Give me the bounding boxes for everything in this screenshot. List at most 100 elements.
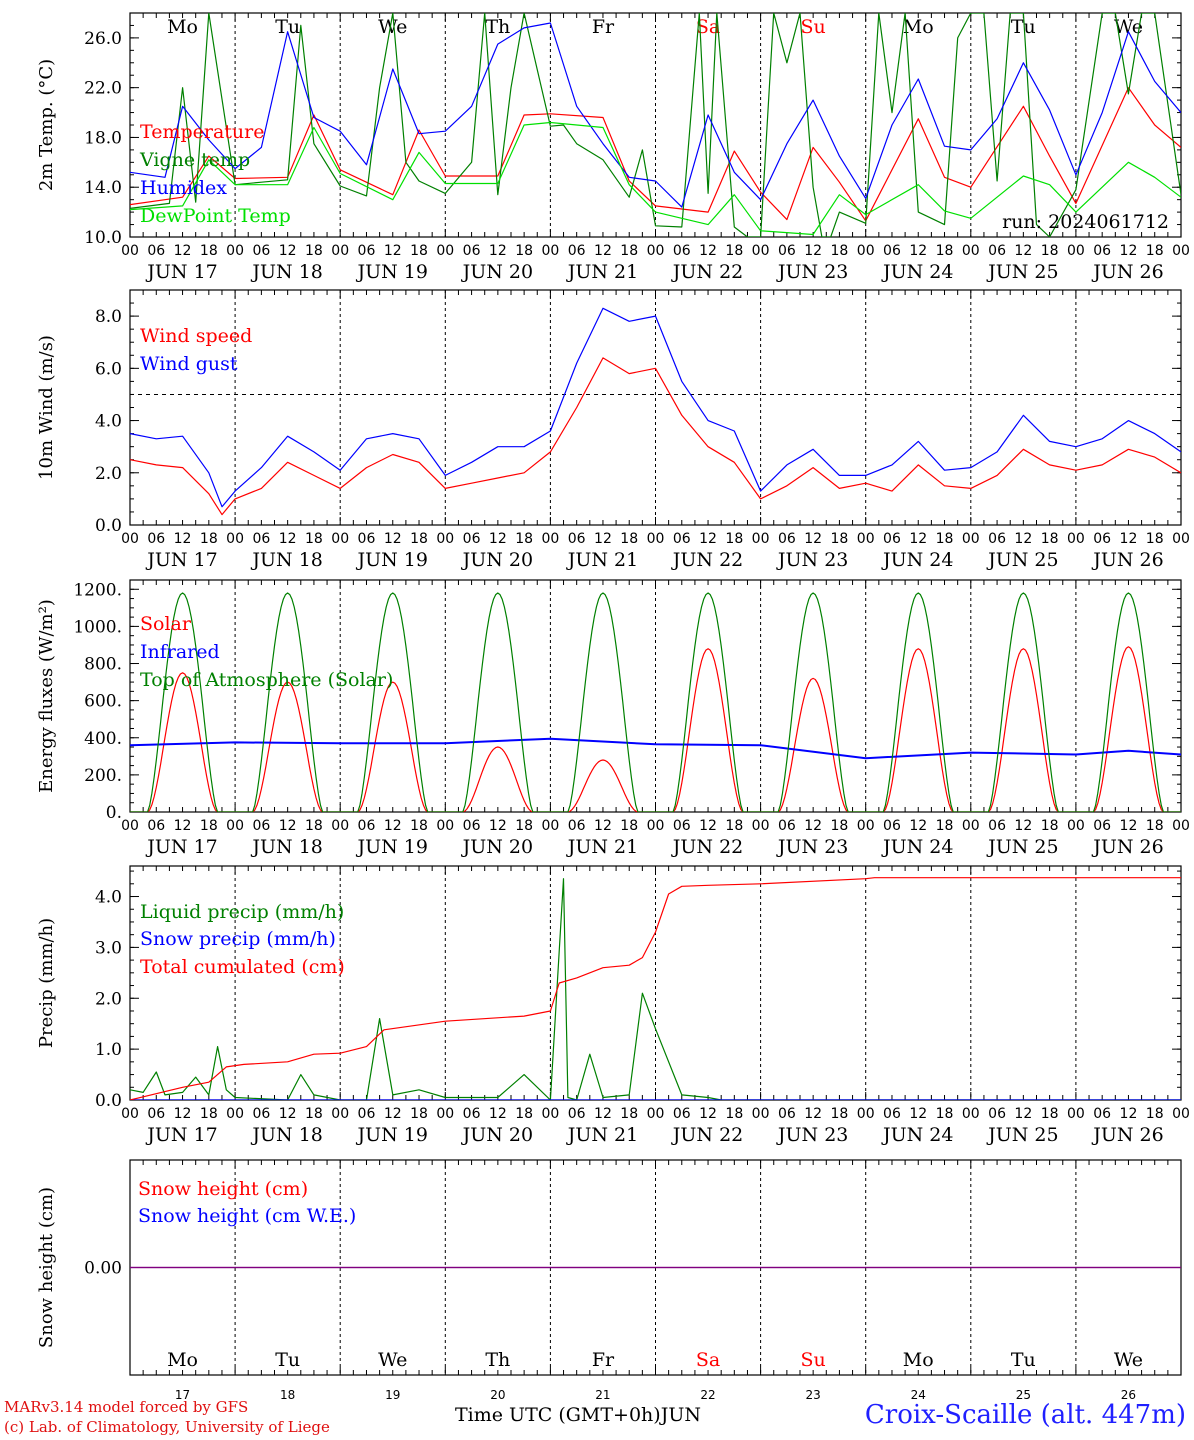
hour-label: 12 (909, 818, 927, 834)
day-of-week-label: Mo (167, 16, 198, 38)
hour-label: 00 (752, 243, 770, 259)
hour-label: 06 (1093, 818, 1111, 834)
y-tick-label: 1.0 (95, 1040, 122, 1060)
panel-5: 0.00 Snow height (cm) Mo Tu We Th Fr Sa Su Mo Tu We… (36, 1159, 1182, 1402)
hour-label: 00 (857, 243, 875, 259)
hour-label: 12 (489, 243, 507, 259)
hour-label: 00 (857, 1106, 875, 1122)
y-tick-label: 0. (106, 803, 122, 823)
hour-label: 06 (252, 1106, 270, 1122)
hour-label: 12 (279, 818, 297, 834)
legend-entry: Snow height (cm) (138, 1178, 308, 1200)
date-label: JUN 19 (356, 549, 428, 571)
hour-label: 00 (331, 1106, 349, 1122)
panel-1: 10.0 14.0 18.0 22.0 26.0 2m Temp. (°C) Mo Tu We T… (36, 12, 1190, 283)
date-label: JUN 20 (461, 1124, 533, 1146)
hour-label: 06 (252, 531, 270, 547)
hour-label: 00 (541, 531, 559, 547)
date-label: JUN 19 (356, 836, 428, 858)
hour-label: 18 (620, 531, 638, 547)
y-axis-title: 10m Wind (m/s) (36, 335, 57, 480)
y-tick-label: 1200. (73, 580, 122, 600)
hour-label: 00 (436, 1106, 454, 1122)
hour-label: 18 (936, 243, 954, 259)
hour-label: 18 (1146, 1106, 1164, 1122)
date-label: JUN 22 (671, 836, 743, 858)
date-label: JUN 24 (881, 1124, 953, 1146)
hour-label: 18 (620, 243, 638, 259)
day-of-week-label: Tu (1011, 16, 1036, 38)
date-label: JUN 26 (1091, 836, 1163, 858)
hour-label: 12 (909, 243, 927, 259)
hour-label: 12 (1120, 1106, 1138, 1122)
hour-label: 06 (358, 1106, 376, 1122)
hour-label: 18 (620, 818, 638, 834)
hour-label: 18 (1041, 243, 1059, 259)
hour-label: 18 (305, 1106, 323, 1122)
hour-label: 12 (489, 531, 507, 547)
y-tick-label: 1000. (73, 617, 122, 637)
hour-label: 12 (1014, 531, 1032, 547)
hour-label: 18 (1146, 818, 1164, 834)
hour-label: 12 (909, 531, 927, 547)
day-of-week-label: Sa (696, 16, 720, 38)
y-tick-label: 0.0 (95, 516, 122, 536)
date-label: JUN 25 (986, 261, 1058, 283)
hour-label: 18 (1146, 243, 1164, 259)
y-tick-label: 0.0 (95, 1091, 122, 1111)
hour-label: 00 (436, 531, 454, 547)
hour-label: 00 (331, 531, 349, 547)
date-label: JUN 23 (776, 1124, 848, 1146)
date-label: JUN 21 (566, 836, 638, 858)
hour-label: 12 (174, 818, 192, 834)
day-number-label: 25 (1016, 1388, 1031, 1402)
hour-label: 12 (804, 531, 822, 547)
hour-label: 00 (541, 818, 559, 834)
hour-label: 00 (647, 1106, 665, 1122)
hour-label: 12 (804, 243, 822, 259)
day-of-week-label: Tu (275, 1349, 300, 1371)
hour-label: 18 (725, 818, 743, 834)
hour-label: 06 (988, 243, 1006, 259)
date-label: JUN 18 (250, 549, 322, 571)
day-of-week-label: Th (485, 16, 510, 38)
y-tick-label: 6.0 (95, 359, 122, 379)
hour-label: 06 (463, 818, 481, 834)
hour-label: 12 (174, 243, 192, 259)
hour-label: 18 (936, 818, 954, 834)
hour-label: 12 (1120, 818, 1138, 834)
hour-label: 00 (331, 243, 349, 259)
date-label: JUN 26 (1091, 549, 1163, 571)
y-axis-title: 2m Temp. (°C) (36, 59, 57, 191)
y-tick-label: 4.0 (95, 888, 122, 908)
day-number-label: 21 (595, 1388, 610, 1402)
panel-4: 0.0 1.0 2.0 3.0 4.0 Precip (mm/h) 00 06 12 18 JUN … (36, 865, 1190, 1146)
hour-label: 00 (1172, 531, 1190, 547)
legend-entry: Solar (140, 613, 192, 635)
day-of-week-label: Mo (167, 1349, 198, 1371)
date-label: JUN 24 (881, 549, 953, 571)
series-line-vigne-temp (130, 13, 1181, 237)
hour-label: 06 (358, 818, 376, 834)
hour-label: 00 (752, 818, 770, 834)
hour-label: 12 (594, 1106, 612, 1122)
hour-label: 06 (673, 818, 691, 834)
hour-label: 18 (1041, 818, 1059, 834)
series-line-humidex (130, 22, 1181, 208)
date-label: JUN 24 (881, 836, 953, 858)
y-tick-label: 0.00 (84, 1259, 122, 1279)
legend-entry: Snow precip (mm/h) (140, 928, 336, 950)
hour-label: 12 (804, 818, 822, 834)
hour-label: 18 (936, 1106, 954, 1122)
hour-label: 18 (936, 531, 954, 547)
hour-label: 00 (647, 531, 665, 547)
hour-label: 06 (147, 1106, 165, 1122)
date-label: JUN 23 (776, 261, 848, 283)
hour-label: 12 (1014, 243, 1032, 259)
hour-label: 12 (174, 531, 192, 547)
hour-label: 06 (568, 531, 586, 547)
hour-label: 12 (489, 818, 507, 834)
hour-label: 06 (147, 818, 165, 834)
hour-label: 06 (988, 1106, 1006, 1122)
date-label: JUN 21 (566, 549, 638, 571)
